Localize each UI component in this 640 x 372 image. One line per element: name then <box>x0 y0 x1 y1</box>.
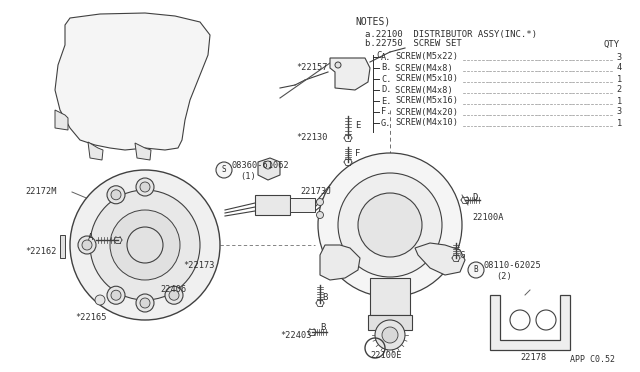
Text: G.: G. <box>381 119 392 128</box>
Text: S: S <box>221 166 227 174</box>
Text: A.: A. <box>381 52 392 61</box>
Text: 22178: 22178 <box>520 353 547 362</box>
Text: *22130: *22130 <box>296 134 328 142</box>
Text: F: F <box>355 148 360 157</box>
Circle shape <box>136 178 154 196</box>
Polygon shape <box>370 278 410 315</box>
Circle shape <box>216 162 232 178</box>
Text: B: B <box>322 294 328 302</box>
Polygon shape <box>255 195 290 215</box>
Text: B.: B. <box>381 64 392 73</box>
Text: E.: E. <box>381 96 392 106</box>
Circle shape <box>338 173 442 277</box>
Text: SCREW(M5x16): SCREW(M5x16) <box>395 96 458 106</box>
Circle shape <box>382 327 398 343</box>
Text: A: A <box>88 234 93 243</box>
Text: D: D <box>472 193 477 202</box>
Text: B: B <box>320 324 325 333</box>
Text: C: C <box>376 51 381 60</box>
Polygon shape <box>88 142 103 160</box>
Text: E: E <box>355 121 360 129</box>
Circle shape <box>95 295 105 305</box>
Text: 22172M: 22172M <box>25 187 56 196</box>
Text: (1): (1) <box>240 171 256 180</box>
Circle shape <box>169 290 179 300</box>
Text: *22157: *22157 <box>296 64 328 73</box>
Text: SCREW(M5x10): SCREW(M5x10) <box>395 74 458 83</box>
Circle shape <box>82 240 92 250</box>
Text: SCREW(M4x8): SCREW(M4x8) <box>395 86 458 94</box>
Polygon shape <box>55 110 68 130</box>
Circle shape <box>107 186 125 204</box>
Text: 4: 4 <box>617 64 622 73</box>
Text: SCREW(M4x10): SCREW(M4x10) <box>395 119 458 128</box>
Circle shape <box>140 182 150 192</box>
Circle shape <box>536 310 556 330</box>
Text: 22173J: 22173J <box>300 187 332 196</box>
Circle shape <box>70 170 220 320</box>
Text: 22100A: 22100A <box>472 214 504 222</box>
Circle shape <box>358 193 422 257</box>
Text: F.: F. <box>381 108 392 116</box>
Polygon shape <box>258 158 280 180</box>
Polygon shape <box>320 245 360 280</box>
Polygon shape <box>415 243 465 275</box>
Text: 3: 3 <box>617 108 622 116</box>
Text: NOTES): NOTES) <box>355 17 390 27</box>
Circle shape <box>165 286 183 304</box>
Text: *22165: *22165 <box>75 314 106 323</box>
Text: 22100E: 22100E <box>370 350 401 359</box>
Text: D.: D. <box>381 86 392 94</box>
Circle shape <box>264 161 272 169</box>
Circle shape <box>335 62 341 68</box>
Text: *22173: *22173 <box>183 260 214 269</box>
Circle shape <box>318 153 462 297</box>
Polygon shape <box>135 143 151 160</box>
Text: B: B <box>474 266 478 275</box>
Circle shape <box>136 294 154 312</box>
Text: *22403: *22403 <box>280 330 312 340</box>
Text: SCREW(M5x22): SCREW(M5x22) <box>395 52 458 61</box>
Text: 08360-61062: 08360-61062 <box>232 160 290 170</box>
Polygon shape <box>55 13 210 150</box>
Polygon shape <box>490 295 570 350</box>
Polygon shape <box>290 198 315 212</box>
Circle shape <box>111 290 121 300</box>
Text: QTY: QTY <box>604 39 620 48</box>
Polygon shape <box>368 315 412 330</box>
Text: APP C0.52: APP C0.52 <box>570 356 615 365</box>
Text: a.22100  DISTRIBUTOR ASSY(INC.*): a.22100 DISTRIBUTOR ASSY(INC.*) <box>365 31 537 39</box>
Circle shape <box>317 212 323 218</box>
Circle shape <box>510 310 530 330</box>
Text: (2): (2) <box>496 272 512 280</box>
Text: 3: 3 <box>617 52 622 61</box>
Circle shape <box>110 210 180 280</box>
Circle shape <box>111 190 121 200</box>
Polygon shape <box>60 235 65 258</box>
Text: 1: 1 <box>617 74 622 83</box>
Text: 1: 1 <box>617 119 622 128</box>
Circle shape <box>90 190 200 300</box>
Circle shape <box>107 286 125 304</box>
Circle shape <box>375 320 405 350</box>
Text: *22162: *22162 <box>25 247 56 257</box>
Text: 08110-62025: 08110-62025 <box>484 260 541 269</box>
Circle shape <box>468 262 484 278</box>
Text: SCREW(M4x8): SCREW(M4x8) <box>395 64 458 73</box>
Polygon shape <box>330 58 370 90</box>
Text: 22406: 22406 <box>160 285 186 295</box>
Text: SCREW(M4x20): SCREW(M4x20) <box>395 108 458 116</box>
Circle shape <box>78 236 96 254</box>
Text: C.: C. <box>381 74 392 83</box>
Text: b.22750  SCREW SET: b.22750 SCREW SET <box>365 39 461 48</box>
Circle shape <box>140 298 150 308</box>
Text: 1: 1 <box>617 96 622 106</box>
Circle shape <box>317 199 323 205</box>
Text: 2: 2 <box>617 86 622 94</box>
Circle shape <box>127 227 163 263</box>
Text: G: G <box>460 250 465 260</box>
